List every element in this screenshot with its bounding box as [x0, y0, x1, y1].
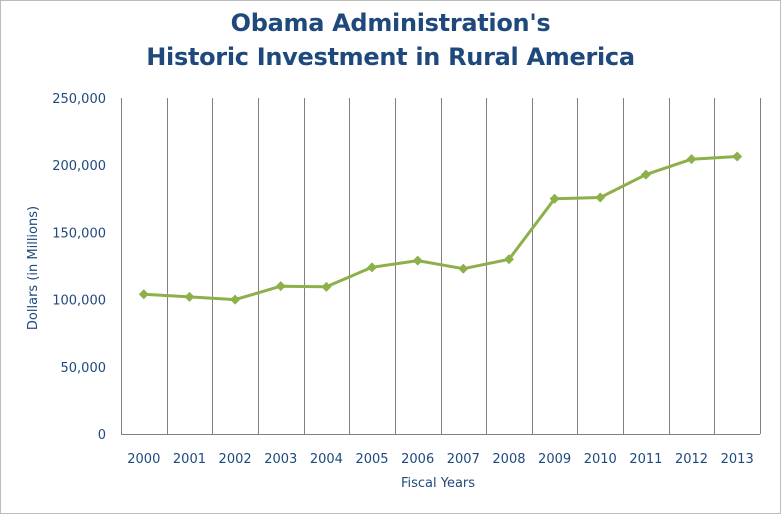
data-point-marker — [686, 154, 697, 165]
x-tick-label: 2002 — [219, 452, 252, 467]
x-tick-label: 2012 — [675, 452, 708, 467]
data-point-marker — [367, 262, 378, 273]
y-tick-label: 200,000 — [52, 159, 106, 174]
data-point-marker — [138, 289, 149, 300]
y-axis-ticks: 0 50,000 100,000 150,000 200,000 250,000 — [52, 92, 106, 443]
y-tick-label: 250,000 — [52, 92, 106, 107]
data-point-marker — [184, 291, 195, 302]
data-point-marker — [732, 151, 743, 162]
y-tick-label: 100,000 — [52, 294, 106, 309]
x-tick-label: 2013 — [721, 452, 754, 467]
x-tick-label: 2008 — [492, 452, 525, 467]
chart-title-line2: Historic Investment in Rural America — [146, 43, 635, 71]
data-point-marker — [549, 193, 560, 204]
data-point-marker — [230, 294, 241, 305]
x-tick-label: 2011 — [629, 452, 662, 467]
series-investment — [138, 151, 743, 305]
x-tick-label: 2009 — [538, 452, 571, 467]
series-line — [143, 155, 738, 302]
chart-title-line1: Obama Administration's — [230, 9, 551, 37]
x-tick-label: 2003 — [264, 452, 297, 467]
x-tick-label: 2006 — [401, 452, 434, 467]
x-axis-label: Fiscal Years — [401, 476, 475, 491]
y-tick-label: 150,000 — [52, 226, 106, 241]
y-tick-label: 50,000 — [61, 361, 107, 376]
x-tick-label: 2000 — [127, 452, 160, 467]
x-tick-label: 2010 — [584, 452, 617, 467]
data-point-marker — [595, 192, 606, 203]
y-tick-label: 0 — [98, 428, 106, 443]
x-tick-label: 2007 — [447, 452, 480, 467]
data-point-marker — [412, 255, 423, 266]
x-tick-label: 2004 — [310, 452, 343, 467]
y-axis-label: Dollars (in Millions) — [26, 206, 41, 330]
x-tick-label: 2001 — [173, 452, 206, 467]
chart-title: Obama Administration's Historic Investme… — [0, 6, 781, 74]
data-point-marker — [640, 169, 651, 180]
x-axis-ticks: 2000 2001 2002 2003 2004 2005 2006 2007 2008 2009… — [127, 452, 753, 467]
x-tick-label: 2005 — [355, 452, 388, 467]
grid-lines — [121, 98, 761, 435]
data-point-marker — [275, 281, 286, 292]
data-point-marker — [503, 254, 514, 265]
data-point-marker — [321, 281, 332, 292]
data-point-marker — [458, 263, 469, 274]
